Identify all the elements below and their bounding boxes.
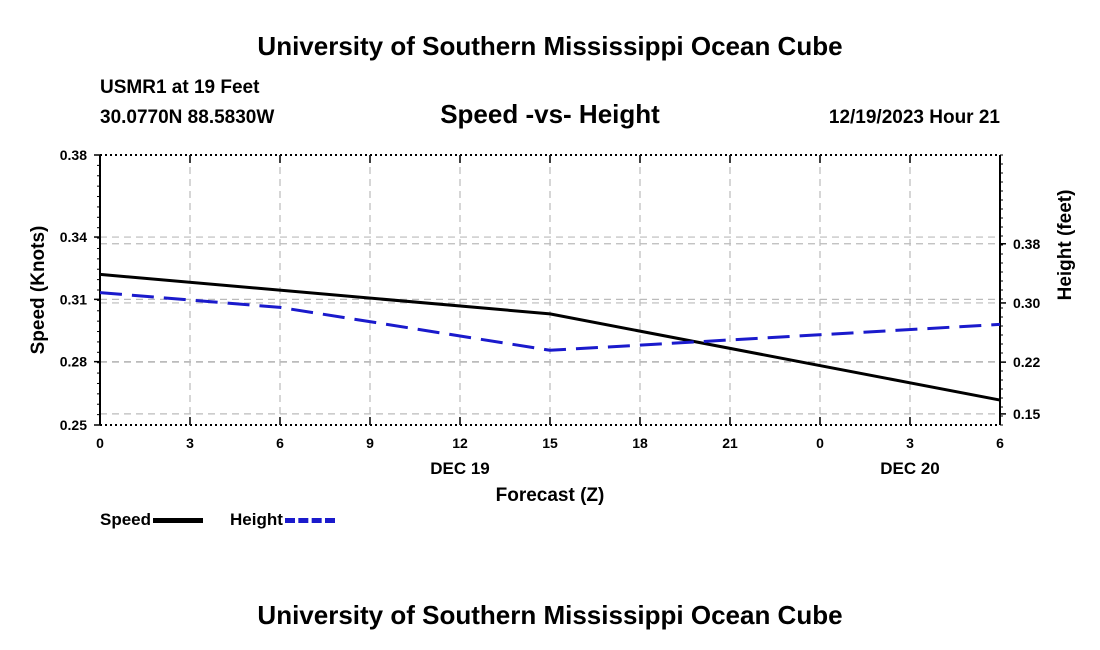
x-tick-label: 18	[632, 435, 648, 451]
y2-tick-label: 0.38	[1013, 236, 1040, 252]
y-axis-title: Speed (Knots)	[28, 226, 49, 355]
page-title: University of Southern Mississippi Ocean…	[257, 31, 843, 61]
date-label: 12/19/2023 Hour 21	[828, 107, 1000, 128]
x-date-label: DEC 20	[880, 459, 940, 478]
x-tick-label: 3	[906, 435, 914, 451]
y2-tick-label: 0.15	[1013, 406, 1040, 422]
y2-axis-title: Height (feet)	[1055, 190, 1076, 301]
x-tick-label: 6	[276, 435, 284, 451]
series-line-height	[99, 291, 1001, 352]
legend-height: Height	[230, 510, 335, 530]
x-tick-label: 21	[722, 435, 738, 451]
y-tick-label: 0.28	[60, 354, 87, 370]
y-tick-label: 0.25	[60, 417, 87, 433]
x-tick-label: 12	[452, 435, 468, 451]
legend-speed: Speed	[100, 510, 204, 530]
chart-title: Speed -vs- Height	[440, 99, 660, 129]
x-tick-label: 15	[542, 435, 558, 451]
series-line-speed	[99, 272, 1001, 402]
legend-speed-label: Speed	[100, 510, 152, 529]
x-tick-label: 0	[96, 435, 104, 451]
y2-tick-label: 0.30	[1013, 295, 1040, 311]
y2-tick-label: 0.22	[1013, 354, 1040, 370]
legend-height-label: Height	[230, 510, 283, 529]
x-axis-title: Forecast (Z)	[496, 485, 605, 506]
x-tick-label: 3	[186, 435, 194, 451]
legend-height-swatch	[284, 517, 335, 523]
legend-speed-swatch	[153, 517, 204, 523]
y-tick-label: 0.38	[60, 147, 87, 163]
x-tick-label: 0	[816, 435, 824, 451]
y-tick-label: 0.31	[60, 291, 87, 307]
y-tick-label: 0.34	[60, 229, 87, 245]
x-tick-label: 9	[366, 435, 374, 451]
station-label: USMR1 at 19 Feet	[100, 77, 260, 98]
location-label: 30.0770N 88.5830W	[100, 107, 275, 128]
x-date-label: DEC 19	[430, 459, 490, 478]
footer-title: University of Southern Mississippi Ocean…	[257, 600, 843, 630]
x-tick-label: 6	[996, 435, 1004, 451]
